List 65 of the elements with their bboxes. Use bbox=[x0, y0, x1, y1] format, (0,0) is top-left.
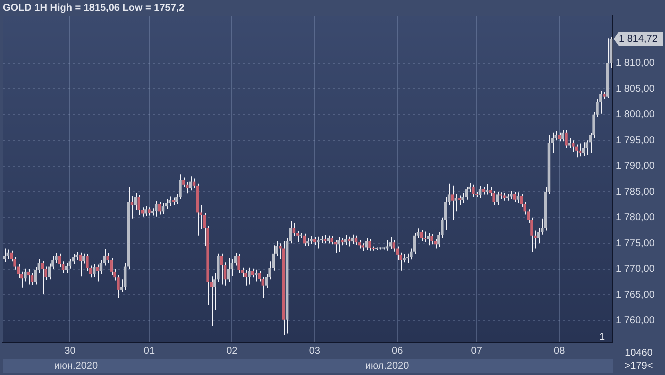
chart-title: GOLD 1H High = 1815,06 Low = 1757,2 bbox=[3, 2, 186, 14]
candlestick bbox=[365, 238, 368, 251]
x-tick-label: 03 bbox=[309, 346, 321, 357]
candlestick bbox=[79, 252, 82, 278]
text: >179< bbox=[624, 360, 654, 372]
candlestick bbox=[248, 267, 251, 286]
candlestick bbox=[238, 254, 240, 274]
candlestick bbox=[68, 258, 72, 270]
y-tick-label: 1 810,00 bbox=[616, 58, 656, 70]
candlestick bbox=[48, 263, 51, 280]
candlestick bbox=[568, 138, 572, 149]
candlestick bbox=[472, 184, 475, 198]
y-tick-label: 1 760,00 bbox=[616, 316, 656, 327]
y-tick-label: 1 795,00 bbox=[616, 135, 656, 146]
y-tick-label: 1 780,00 bbox=[616, 212, 656, 224]
candlestick bbox=[82, 253, 86, 264]
annotation: 1 bbox=[599, 332, 606, 343]
candlestick bbox=[344, 234, 348, 246]
candlestick bbox=[496, 192, 499, 206]
candlestick bbox=[430, 234, 434, 246]
candlestick bbox=[334, 240, 337, 254]
candlestick bbox=[338, 236, 340, 253]
candlestick bbox=[186, 182, 189, 194]
x-tick-label: 01 bbox=[144, 346, 156, 357]
candlestick bbox=[368, 238, 372, 252]
candlestick bbox=[513, 192, 516, 203]
candlestick bbox=[292, 222, 296, 237]
text: 10460 bbox=[625, 348, 654, 359]
candlestick bbox=[565, 130, 568, 149]
candlestick bbox=[516, 192, 520, 204]
candlestick bbox=[572, 140, 575, 152]
candlestick bbox=[424, 231, 427, 243]
candlestick bbox=[144, 206, 148, 217]
candlestick bbox=[562, 130, 564, 142]
candlestick bbox=[462, 192, 464, 204]
candlestick bbox=[406, 253, 410, 264]
candlestick bbox=[386, 240, 389, 252]
y-tick-label: 1 770,00 bbox=[616, 264, 656, 276]
candlestick bbox=[600, 90, 602, 114]
candlestick bbox=[427, 232, 430, 246]
candlestick bbox=[41, 260, 44, 295]
y-tick-label: 1 785,00 bbox=[616, 186, 656, 198]
candlestick bbox=[520, 194, 524, 208]
y-tick-label: 1 765,00 bbox=[616, 290, 656, 301]
text: июл.2020 bbox=[365, 360, 410, 372]
text: 1 814,72 bbox=[619, 34, 658, 45]
candlestick bbox=[392, 240, 396, 252]
candlestick bbox=[303, 233, 306, 247]
candlestick bbox=[492, 190, 496, 206]
candlestick bbox=[451, 185, 454, 221]
x-tick-label: 08 bbox=[554, 346, 566, 357]
y-tick-label: 1 790,00 bbox=[616, 161, 656, 172]
candlestick bbox=[110, 258, 113, 276]
text: июн.2020 bbox=[54, 360, 98, 372]
y-tick-label: 1 805,00 bbox=[616, 84, 656, 95]
y-tick-label: 1 775,00 bbox=[616, 238, 656, 250]
x-tick-label: 06 bbox=[392, 346, 404, 357]
candlestick bbox=[86, 254, 89, 272]
x-tick-label: 30 bbox=[64, 346, 76, 357]
candlestick bbox=[434, 238, 437, 250]
x-tick-label: 02 bbox=[226, 346, 238, 357]
x-tick-label: 07 bbox=[471, 346, 483, 357]
y-tick-label: 1 800,00 bbox=[616, 110, 656, 121]
candlestick bbox=[244, 270, 248, 286]
candlestick bbox=[465, 186, 468, 200]
